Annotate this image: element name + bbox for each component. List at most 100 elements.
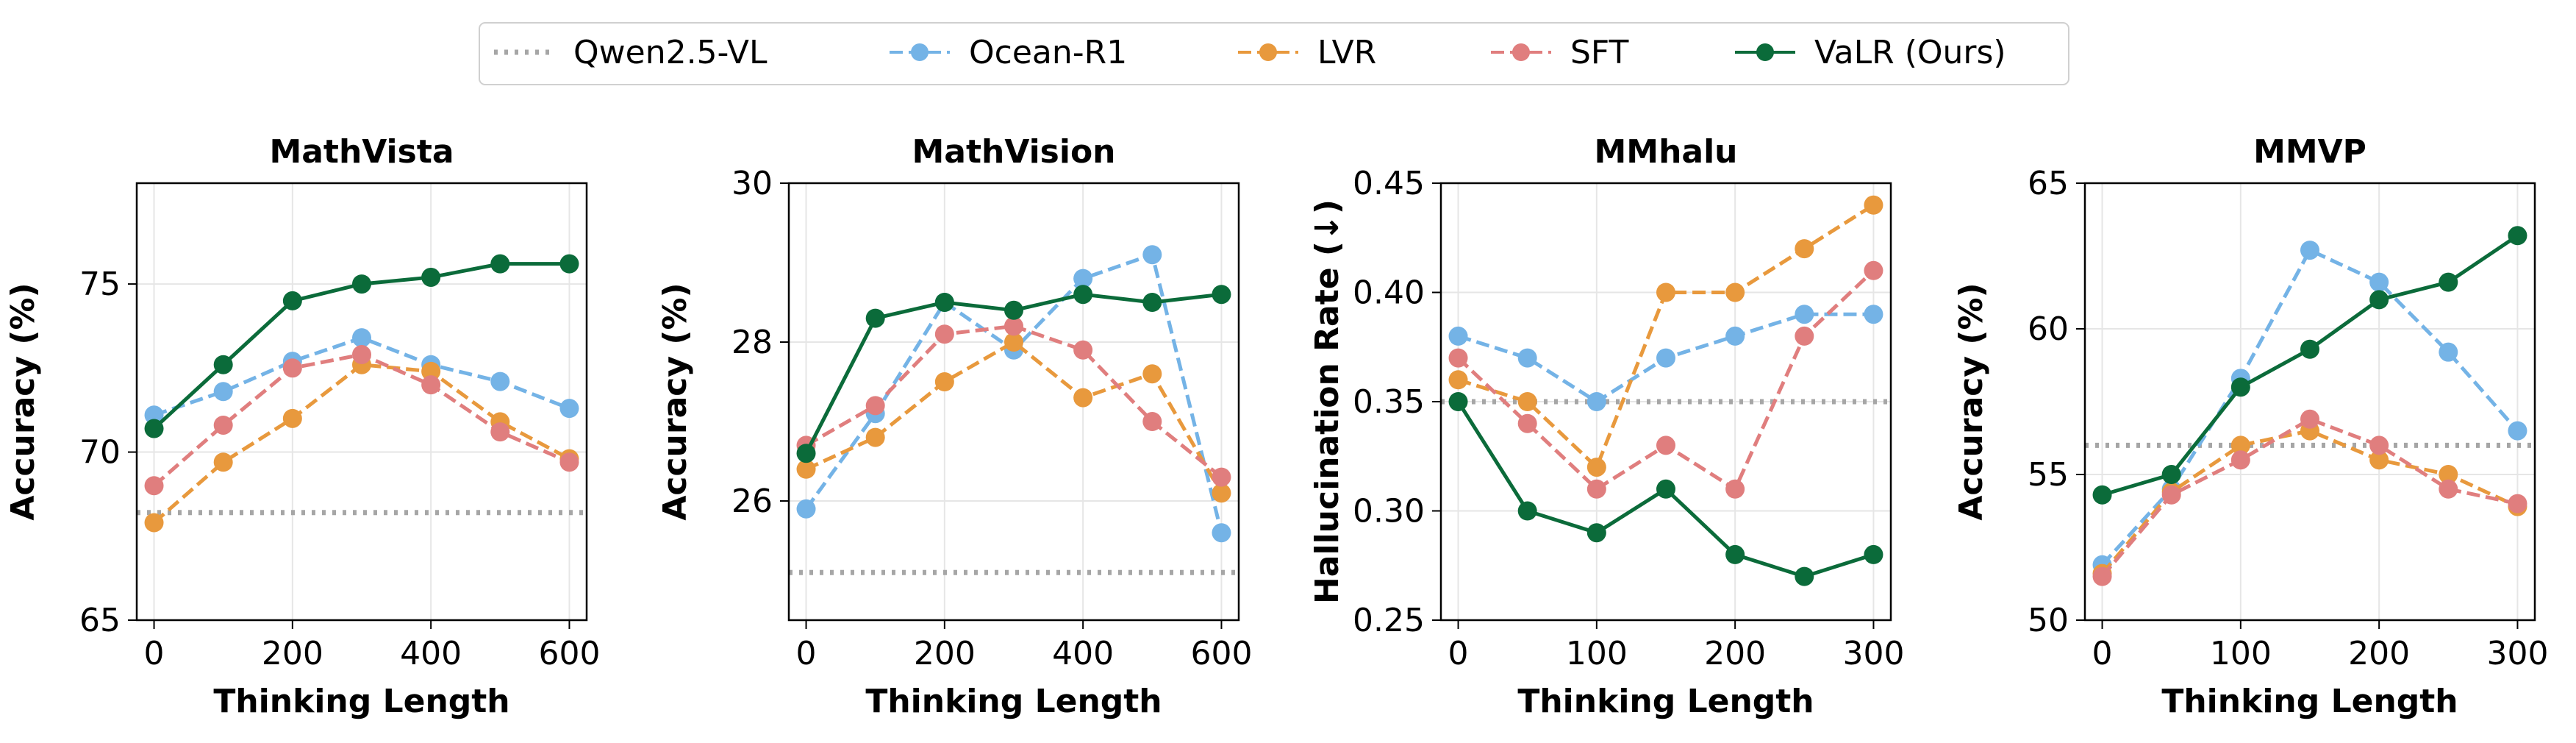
- panel-title: MMVP: [2253, 133, 2366, 171]
- data-point-sft: [865, 396, 885, 416]
- y-tick-label: 60: [2028, 310, 2069, 348]
- data-point-sft: [490, 422, 510, 442]
- data-point-valr: [2161, 465, 2181, 484]
- x-tick-label: 0: [1448, 635, 1469, 672]
- data-point-ocean: [796, 499, 816, 519]
- legend: Qwen2.5-VL Ocean-R1 LVR SFT VaLR (Ours): [479, 22, 2069, 85]
- x-tick-label: 200: [914, 635, 976, 672]
- panel-mathvista: MathVista Thinking Length Accuracy (%) 0 200…: [4, 133, 600, 720]
- plot-frame: [1439, 182, 1892, 622]
- data-point-ocean: [1864, 305, 1883, 324]
- data-point-sft: [2161, 485, 2181, 505]
- y-tick-label: 26: [731, 483, 773, 520]
- series-ocean: [2092, 241, 2527, 575]
- series-valr: [144, 254, 579, 438]
- data-point-lvr: [1656, 282, 1675, 302]
- data-point-lvr: [1073, 388, 1093, 408]
- series-line-valr: [2101, 234, 2519, 497]
- data-point-lvr: [1725, 282, 1745, 302]
- data-point-valr: [2508, 226, 2527, 246]
- data-point-lvr: [1448, 370, 1468, 390]
- data-point-ocean: [1517, 348, 1537, 368]
- data-point-ocean: [213, 382, 233, 402]
- data-point-lvr: [934, 372, 954, 391]
- data-point-sft: [213, 415, 233, 435]
- data-point-lvr: [2230, 436, 2250, 455]
- y-tick-label: 70: [79, 434, 121, 472]
- series-valr: [2092, 226, 2527, 505]
- x-tick-label: 0: [144, 635, 165, 672]
- legend-label-qwen: Qwen2.5-VL: [573, 34, 768, 71]
- panel-mmvp: MMVP Thinking Length Accuracy (%) 0 100 200 30…: [1953, 133, 2548, 720]
- data-point-sft: [1586, 479, 1606, 499]
- data-point-ocean: [1795, 305, 1814, 324]
- data-point-sft: [1656, 436, 1675, 455]
- y-tick-label: 0.45: [1353, 165, 1425, 202]
- data-point-sft: [2092, 566, 2112, 586]
- x-tick-label: 300: [1842, 635, 1904, 672]
- data-point-lvr: [1142, 364, 1162, 384]
- data-point-valr: [1586, 523, 1606, 543]
- y-tick-label: 0.35: [1353, 383, 1425, 421]
- data-point-valr: [2369, 290, 2389, 310]
- panel-title: MMhalu: [1595, 133, 1738, 171]
- data-point-sft: [1004, 316, 1023, 336]
- legend-marker-lvr: [1259, 43, 1277, 61]
- x-axis-label: Thinking Length: [865, 683, 1162, 720]
- data-point-sft: [559, 452, 579, 472]
- series-line-sft: [1456, 269, 1875, 491]
- data-point-sft: [1212, 467, 1231, 487]
- data-point-lvr: [2369, 450, 2389, 470]
- data-point-ocean: [2508, 421, 2527, 441]
- data-point-valr: [1448, 392, 1468, 411]
- series-valr: [1448, 392, 1883, 586]
- series-sft: [2092, 409, 2527, 586]
- legend-marker-ocean: [911, 43, 929, 61]
- x-tick-label: 100: [2210, 635, 2272, 672]
- y-tick-label: 28: [731, 324, 773, 361]
- data-point-valr: [1004, 300, 1023, 320]
- legend-marker-sft: [1512, 43, 1530, 61]
- data-point-valr: [559, 254, 579, 274]
- data-point-sft: [1725, 479, 1745, 499]
- series-line-ocean: [2100, 248, 2519, 566]
- data-point-ocean: [559, 399, 579, 419]
- data-point-ocean: [1586, 392, 1606, 411]
- data-point-ocean: [352, 328, 371, 348]
- series-sft: [144, 345, 579, 496]
- data-point-lvr: [421, 361, 441, 381]
- data-point-valr: [213, 355, 233, 374]
- data-point-valr: [1212, 285, 1231, 305]
- data-point-sft: [282, 358, 302, 378]
- y-tick-label: 0.40: [1353, 274, 1425, 312]
- chart-panels: MathVista Thinking Length Accuracy (%) 0 200…: [4, 133, 2548, 720]
- panel-title: MathVision: [912, 133, 1115, 171]
- x-axis-label: Thinking Length: [213, 683, 509, 720]
- y-tick-label: 0.25: [1353, 602, 1425, 639]
- data-point-valr: [144, 419, 164, 438]
- data-point-sft: [1795, 326, 1814, 346]
- data-point-valr: [2092, 485, 2112, 505]
- data-point-lvr: [2439, 465, 2458, 484]
- y-tick-label: 30: [731, 165, 773, 202]
- series-lvr: [144, 355, 579, 533]
- data-point-valr: [2230, 377, 2250, 397]
- y-tick-label: 75: [79, 266, 121, 303]
- data-point-valr: [352, 274, 371, 294]
- data-point-ocean: [2369, 272, 2389, 292]
- data-point-sft: [1448, 348, 1468, 368]
- legend-label-ocean: Ocean-R1: [969, 34, 1127, 71]
- x-tick-label: 0: [796, 635, 817, 672]
- series-valr: [796, 285, 1231, 463]
- x-axis-label: Thinking Length: [2161, 683, 2458, 720]
- data-point-sft: [1517, 413, 1537, 433]
- data-point-valr: [421, 267, 441, 287]
- data-point-sft: [2369, 436, 2389, 455]
- data-point-ocean: [1212, 523, 1231, 543]
- data-point-sft: [2230, 450, 2250, 470]
- y-tick-label: 55: [2028, 456, 2069, 494]
- plot-frame: [787, 182, 1240, 622]
- data-point-ocean: [2300, 241, 2319, 260]
- data-point-valr: [1517, 501, 1537, 521]
